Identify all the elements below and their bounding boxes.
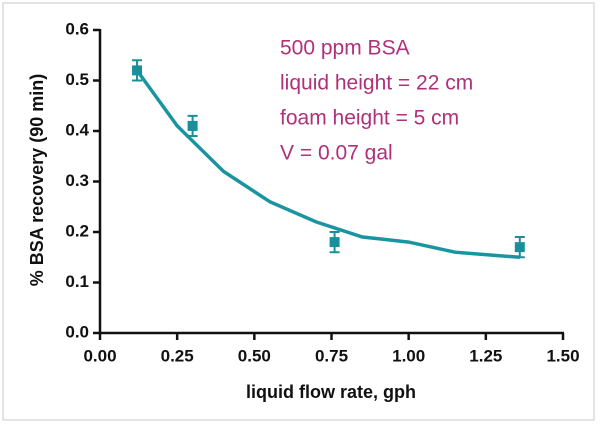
annotation: foam height = 5 cm	[280, 107, 459, 130]
x-tick-label: 0.00	[83, 346, 116, 365]
y-tick-label: 0.4	[65, 120, 89, 139]
x-tick-label: 0.75	[315, 346, 348, 365]
data-point	[187, 120, 198, 131]
annotation: 500 ppm BSA	[280, 37, 410, 60]
x-tick-label: 0.25	[161, 346, 194, 365]
y-tick-label: 0.0	[65, 322, 89, 341]
x-tick-label: 1.25	[469, 346, 502, 365]
annotation: liquid height = 22 cm	[280, 72, 473, 95]
fit-curve	[135, 69, 520, 260]
x-axis-title: liquid flow rate, gph	[246, 382, 416, 402]
annotation: V = 0.07 gal	[280, 142, 393, 165]
x-tick-label: 1.50	[546, 346, 579, 365]
x-tick-label: 1.00	[392, 346, 425, 365]
data-point	[514, 242, 525, 253]
y-tick-label: 0.6	[65, 19, 89, 38]
frame	[2, 2, 595, 421]
y-tick-label: 0.2	[65, 221, 89, 240]
y-axis-title: % BSA recovery (90 min)	[27, 74, 47, 286]
y-tick-label: 0.5	[65, 70, 89, 89]
y-tick-label: 0.1	[65, 272, 89, 291]
x-tick-label: 0.50	[238, 346, 271, 365]
data-point	[329, 237, 340, 248]
data-point	[132, 65, 143, 76]
y-tick-label: 0.3	[65, 171, 89, 190]
